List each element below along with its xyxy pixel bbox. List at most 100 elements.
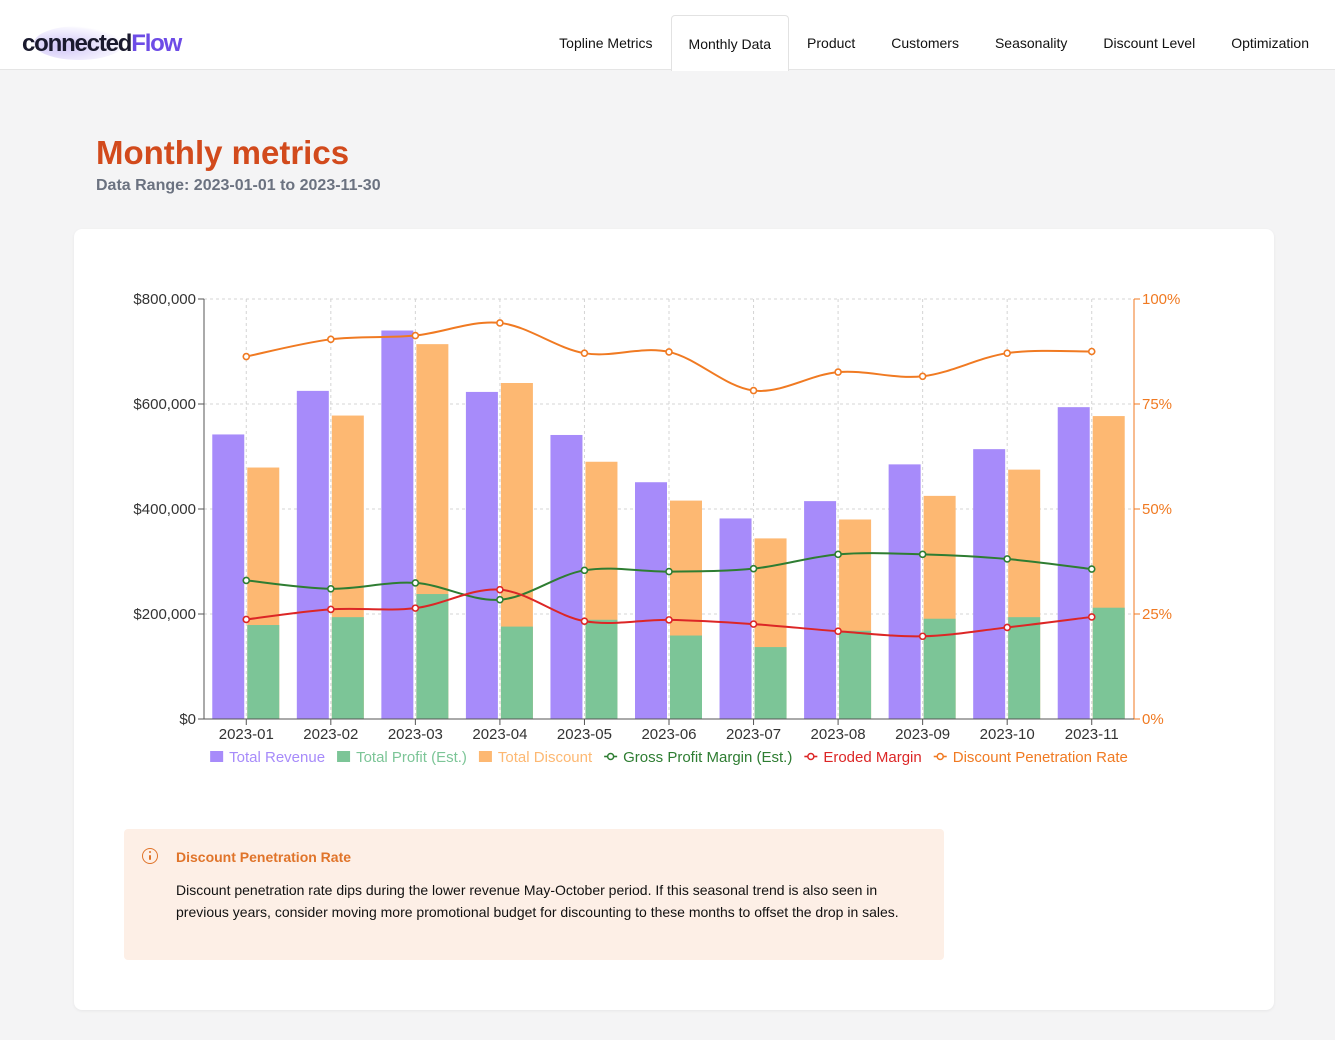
point-eroded-margin	[580, 617, 589, 625]
insight-body: Discount penetration rate dips during th…	[176, 882, 899, 920]
y-right-tick-label: 75%	[1142, 396, 1172, 413]
point-discount-penetration-rate	[1087, 347, 1096, 356]
main-tabs: Topline Metrics Monthly Data Product Cus…	[541, 15, 1327, 71]
point-gross-profit-margin-est	[834, 550, 842, 559]
point-eroded-margin	[665, 616, 673, 624]
tab-topline-metrics[interactable]: Topline Metrics	[559, 35, 653, 51]
x-tick-label: 2023-05	[557, 726, 612, 743]
top-navigation-bar: connectedFlow Topline Metrics Monthly Da…	[0, 0, 1335, 71]
x-tick-label: 2023-08	[811, 726, 866, 743]
x-tick-label: 2023-07	[726, 726, 781, 743]
bar-total-revenue	[465, 391, 498, 719]
tab-optimization[interactable]: Optimization	[1231, 35, 1309, 51]
bar-total-profit	[331, 617, 364, 719]
point-discount-penetration-rate	[411, 331, 420, 340]
legend-marker-eroded-margin	[807, 752, 815, 761]
bar-total-revenue	[635, 482, 667, 719]
point-gross-profit-margin-est	[1003, 555, 1011, 563]
bar-total-revenue	[550, 434, 583, 719]
point-discount-penetration-rate	[580, 349, 589, 357]
y-left-tick-label: $200,000	[133, 606, 196, 623]
legend-swatch-total-discount	[478, 751, 492, 762]
logo-wordmark: connectedFlow	[22, 30, 182, 58]
data-range-subtitle: Data Range: 2023-01-01 to 2023-11-30	[96, 177, 381, 194]
y-right-tick-label: 0%	[1142, 711, 1164, 728]
point-discount-penetration-rate	[918, 372, 927, 381]
point-gross-profit-margin-est	[1087, 565, 1096, 573]
bar-total-profit	[1092, 607, 1125, 719]
chart-card: $0 $200,000 $400,000 $600,000 $800,000 0% 25% 5…	[74, 229, 1274, 1010]
tab-monthly-data[interactable]: Monthly Data	[670, 15, 790, 71]
logo-swoosh-shape	[34, 26, 124, 60]
line-discount-penetration-rate	[246, 321, 1092, 392]
x-tick-label: 2023-01	[219, 726, 274, 743]
insight-callout: Discount Penetration Rate Discount penet…	[124, 829, 944, 960]
bar-total-profit	[247, 625, 280, 719]
bar-total-revenue	[804, 501, 837, 719]
point-gross-profit-margin-est	[496, 595, 504, 604]
legend-label-total-discount: Total Discount	[498, 749, 593, 766]
legend-label-total-profit-est: Total Profit (Est.)	[356, 749, 467, 766]
x-tick-label: 2023-04	[472, 726, 527, 743]
point-eroded-margin	[749, 620, 758, 628]
point-discount-penetration-rate	[1003, 349, 1011, 357]
tab-customers[interactable]: Customers	[891, 35, 959, 51]
point-discount-penetration-rate	[496, 319, 504, 327]
tab-discount-level[interactable]: Discount Level	[1103, 35, 1196, 51]
x-tick-label: 2023-09	[895, 726, 950, 743]
y-left-tick-label: $0	[179, 711, 196, 728]
bar-total-profit	[839, 630, 872, 719]
point-gross-profit-margin-est	[327, 584, 335, 593]
y-left-tick-label: $800,000	[133, 291, 196, 308]
bar-total-revenue	[973, 449, 1006, 719]
point-discount-penetration-rate	[834, 368, 842, 376]
point-eroded-margin	[327, 605, 335, 614]
y-right-tick-label: 100%	[1142, 291, 1180, 308]
y-left-tick-label: $600,000	[133, 396, 196, 413]
y-right-tick-label: 50%	[1142, 501, 1172, 518]
y-right-tick-label: 25%	[1142, 606, 1172, 623]
tab-product[interactable]: Product	[807, 35, 856, 51]
point-eroded-margin	[1003, 623, 1011, 632]
point-discount-penetration-rate	[749, 386, 758, 395]
logo-text-flow: Flow	[131, 30, 182, 57]
tab-seasonality[interactable]: Seasonality	[994, 35, 1068, 51]
x-tick-label: 2023-06	[641, 726, 696, 743]
bar-total-profit	[500, 626, 533, 719]
x-tick-label: 2023-11	[1065, 726, 1119, 743]
bar-total-profit	[670, 635, 702, 719]
point-discount-penetration-rate	[665, 348, 673, 356]
point-discount-penetration-rate	[242, 352, 251, 361]
y-left-tick-label: $400,000	[133, 501, 196, 518]
point-gross-profit-margin-est	[580, 566, 589, 575]
x-tick-label: 2023-10	[980, 726, 1035, 743]
legend-label-gross-profit-margin-est: Gross Profit Margin (Est.)	[623, 749, 792, 766]
bar-total-profit	[754, 647, 787, 719]
point-eroded-margin	[411, 604, 420, 612]
bar-total-profit	[585, 619, 618, 719]
connectedflow-logo[interactable]: connectedFlow	[20, 24, 190, 64]
bar-total-revenue	[1057, 407, 1090, 719]
bar-total-revenue	[719, 518, 752, 719]
point-gross-profit-margin-est	[749, 564, 758, 573]
legend-label-eroded-margin: Eroded Margin	[823, 749, 921, 766]
logo-text-connected: connected	[22, 30, 132, 57]
bar-total-profit	[416, 594, 449, 719]
point-gross-profit-margin-est	[918, 550, 927, 559]
info-icon	[142, 848, 158, 864]
bar-total-revenue	[296, 390, 329, 719]
bar-total-revenue	[212, 434, 245, 719]
monthly-metrics-chart: $0 $200,000 $400,000 $600,000 $800,000 0% 25% 5…	[133, 291, 1180, 766]
legend-label-discount-penetration-rate: Discount Penetration Rate	[953, 749, 1128, 766]
bar-total-revenue	[381, 330, 414, 719]
point-discount-penetration-rate	[327, 335, 335, 344]
legend-label-total-revenue: Total Revenue	[229, 749, 325, 766]
legend-marker-discount-penetration-rate	[936, 752, 944, 761]
point-eroded-margin	[834, 627, 842, 636]
point-eroded-margin	[918, 632, 927, 641]
legend-marker-gross-profit-margin-est	[606, 752, 615, 761]
page-title: Monthly metrics	[96, 134, 350, 171]
insight-title: Discount Penetration Rate	[176, 849, 352, 865]
point-gross-profit-margin-est	[411, 579, 420, 587]
legend-swatch-total-profit-est	[337, 751, 351, 762]
